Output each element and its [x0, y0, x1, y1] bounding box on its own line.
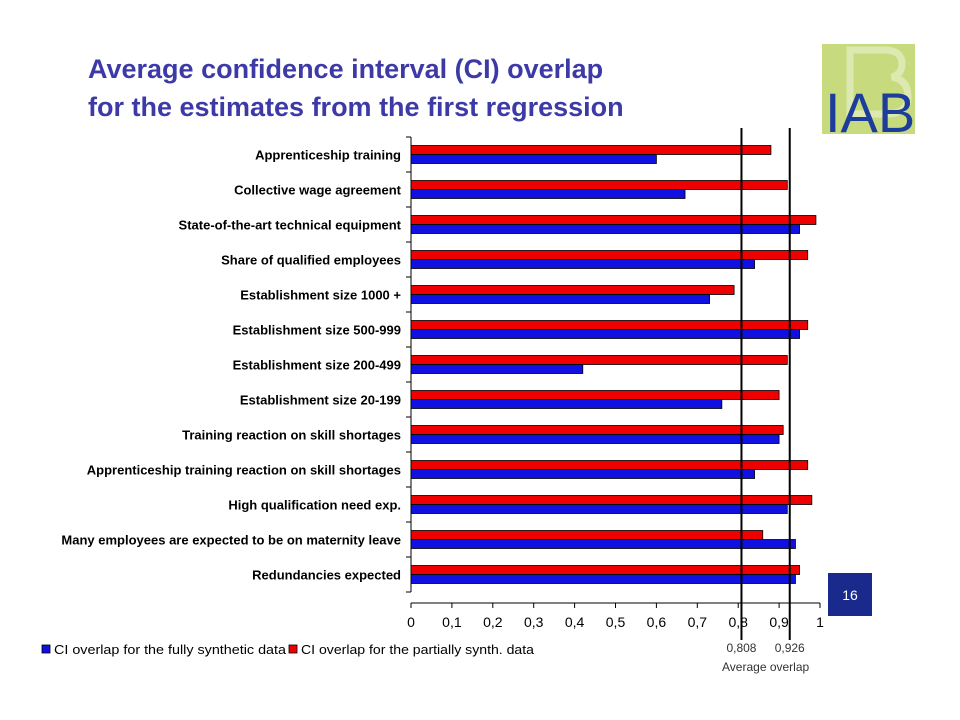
- legend-label: CI overlap for the partially synth. data: [301, 642, 535, 657]
- bar-fully-synthetic: [410, 469, 755, 479]
- average-overlap-caption: Average overlap: [722, 660, 809, 674]
- title-line-1: Average confidence interval (CI) overlap: [88, 54, 604, 84]
- x-tick-label: 0,5: [606, 614, 626, 630]
- category-label: Share of qualified employees: [221, 253, 401, 268]
- bar-fully-synthetic: [410, 224, 800, 234]
- x-tick-label: 0,3: [524, 614, 544, 630]
- bar-partially-synth: [410, 250, 809, 260]
- bar-fully-synthetic: [410, 259, 755, 269]
- x-tick-label: 0,7: [688, 614, 708, 630]
- title-line-2: for the estimates from the first regress…: [88, 92, 624, 122]
- category-label: Redundancies expected: [252, 568, 401, 583]
- category-label: High qualification need exp.: [228, 498, 401, 513]
- logo-watermark: [846, 46, 912, 118]
- x-tick-label: 0,9: [769, 614, 789, 630]
- bar-partially-synth: [410, 180, 788, 190]
- iab-logo: IAB: [822, 44, 915, 134]
- category-label: Many employees are expected to be on mat…: [61, 533, 401, 548]
- x-tick-label: 1: [816, 614, 824, 630]
- x-tick-label: 0: [407, 614, 415, 630]
- bar-fully-synthetic: [410, 434, 780, 444]
- legend-swatch: [288, 644, 298, 654]
- page-title: Average confidence interval (CI) overlap…: [88, 50, 788, 126]
- bar-partially-synth: [410, 215, 817, 225]
- bar-fully-synthetic: [410, 539, 796, 549]
- category-label: Establishment size 1000 +: [240, 288, 401, 303]
- bar-partially-synth: [410, 285, 735, 295]
- x-tick-label: 0,2: [483, 614, 503, 630]
- average-overlap-value: 0,808: [726, 641, 756, 655]
- bar-partially-synth: [410, 460, 809, 470]
- legend-label: CI overlap for the fully synthetic data: [54, 642, 287, 657]
- category-label: State-of-the-art technical equipment: [179, 218, 402, 233]
- category-label: Training reaction on skill shortages: [182, 428, 401, 443]
- x-tick-label: 0,6: [647, 614, 667, 630]
- bar-fully-synthetic: [410, 329, 800, 339]
- logo-text: IAB: [825, 81, 915, 134]
- bar-partially-synth: [410, 320, 809, 330]
- x-tick-label: 0,4: [565, 614, 585, 630]
- category-label: Apprenticeship training reaction on skil…: [87, 463, 401, 478]
- category-label: Apprenticeship training: [255, 148, 401, 163]
- legend-swatch: [41, 644, 51, 654]
- bar-fully-synthetic: [410, 189, 686, 199]
- category-label: Establishment size 200-499: [233, 358, 401, 373]
- bar-fully-synthetic: [410, 399, 723, 409]
- category-label: Collective wage agreement: [234, 183, 402, 198]
- bar-fully-synthetic: [410, 294, 710, 304]
- bar-fully-synthetic: [410, 574, 796, 584]
- bar-partially-synth: [410, 425, 784, 435]
- bar-partially-synth: [410, 145, 772, 155]
- bar-partially-synth: [410, 495, 813, 505]
- bar-partially-synth: [410, 390, 780, 400]
- bar-fully-synthetic: [410, 154, 657, 164]
- average-overlap-value: 0,926: [775, 641, 805, 655]
- x-tick-label: 0,8: [728, 614, 748, 630]
- bar-fully-synthetic: [410, 364, 584, 374]
- x-tick-label: 0,1: [442, 614, 462, 630]
- page-number-badge: 16: [828, 573, 872, 616]
- category-label: Establishment size 20-199: [240, 393, 401, 408]
- bar-partially-synth: [410, 355, 788, 365]
- bar-partially-synth: [410, 530, 764, 540]
- category-label: Establishment size 500-999: [233, 323, 401, 338]
- bar-fully-synthetic: [410, 504, 788, 514]
